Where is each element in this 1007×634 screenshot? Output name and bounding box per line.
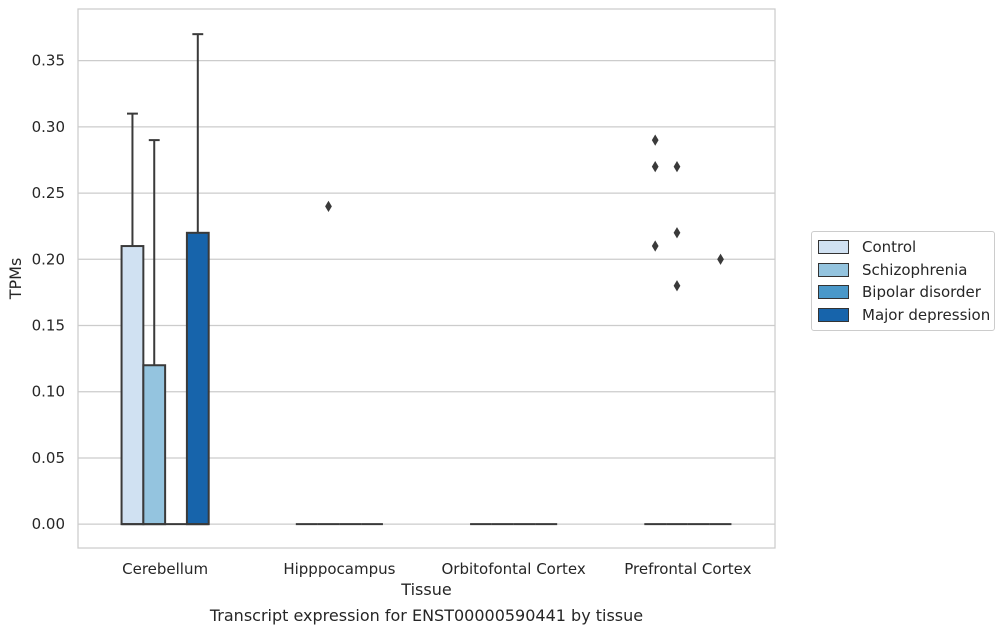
box-group [666,160,688,526]
legend-label: Bipolar disorder [862,283,981,302]
y-axis-label: TPMs [6,258,25,301]
axes: 0.00 0.05 0.10 0.15 0.20 0.25 0.30 0.35 Cerebell… [32,52,752,578]
outlier-point [717,253,724,265]
box-group [120,112,145,526]
x-axis-label: Tissue [400,580,451,599]
outlier-point [325,200,332,212]
outlier-point [651,160,659,173]
legend-swatch [818,285,849,300]
x-tick-label: Orbitofontal Cortex [442,560,586,578]
box-marks [120,33,732,526]
legend-swatch [818,307,849,322]
y-tick-label: 0.25 [32,184,65,202]
legend-item-control: Control [818,236,988,259]
y-tick-label: 0.30 [32,118,65,136]
outlier-point [673,160,681,173]
box-group [644,134,667,526]
chart-caption: Transcript expression for ENST0000059044… [209,606,644,625]
box-body [185,231,210,526]
x-tick-label: Hipppocampus [283,560,395,578]
legend-label: Schizophrenia [862,260,968,279]
y-tick-label: 0.15 [32,317,65,335]
legend-item-schizophrenia: Schizophrenia [818,259,988,282]
outlier-point [673,227,681,239]
box-body [120,245,145,526]
legend-label: Major depression [862,305,991,324]
box-group [142,139,167,526]
box-group [317,200,340,526]
y-tick-label: 0.10 [32,383,65,401]
grid-lines [78,60,775,525]
y-tick-label: 0.00 [32,515,65,533]
outlier-point [651,240,659,252]
outlier-point [651,134,659,146]
plot-frame [77,8,776,549]
legend-item-major-depression: Major depression [818,304,991,327]
y-tick-label: 0.35 [32,52,65,70]
legend-item-bipolar-disorder: Bipolar disorder [818,281,988,304]
legend: Control Schizophrenia Bipolar disorder M… [811,231,995,331]
box-group [185,33,210,526]
y-tick-label: 0.05 [32,449,65,467]
outlier-point [673,280,681,292]
y-tick-label: 0.20 [32,250,65,268]
box-group [709,253,732,526]
box-body [142,364,167,526]
legend-swatch [818,262,849,277]
x-tick-label: Prefrontal Cortex [624,560,751,578]
legend-swatch [818,240,849,255]
x-tick-label: Cerebellum [122,560,208,578]
legend-label: Control [862,238,917,257]
